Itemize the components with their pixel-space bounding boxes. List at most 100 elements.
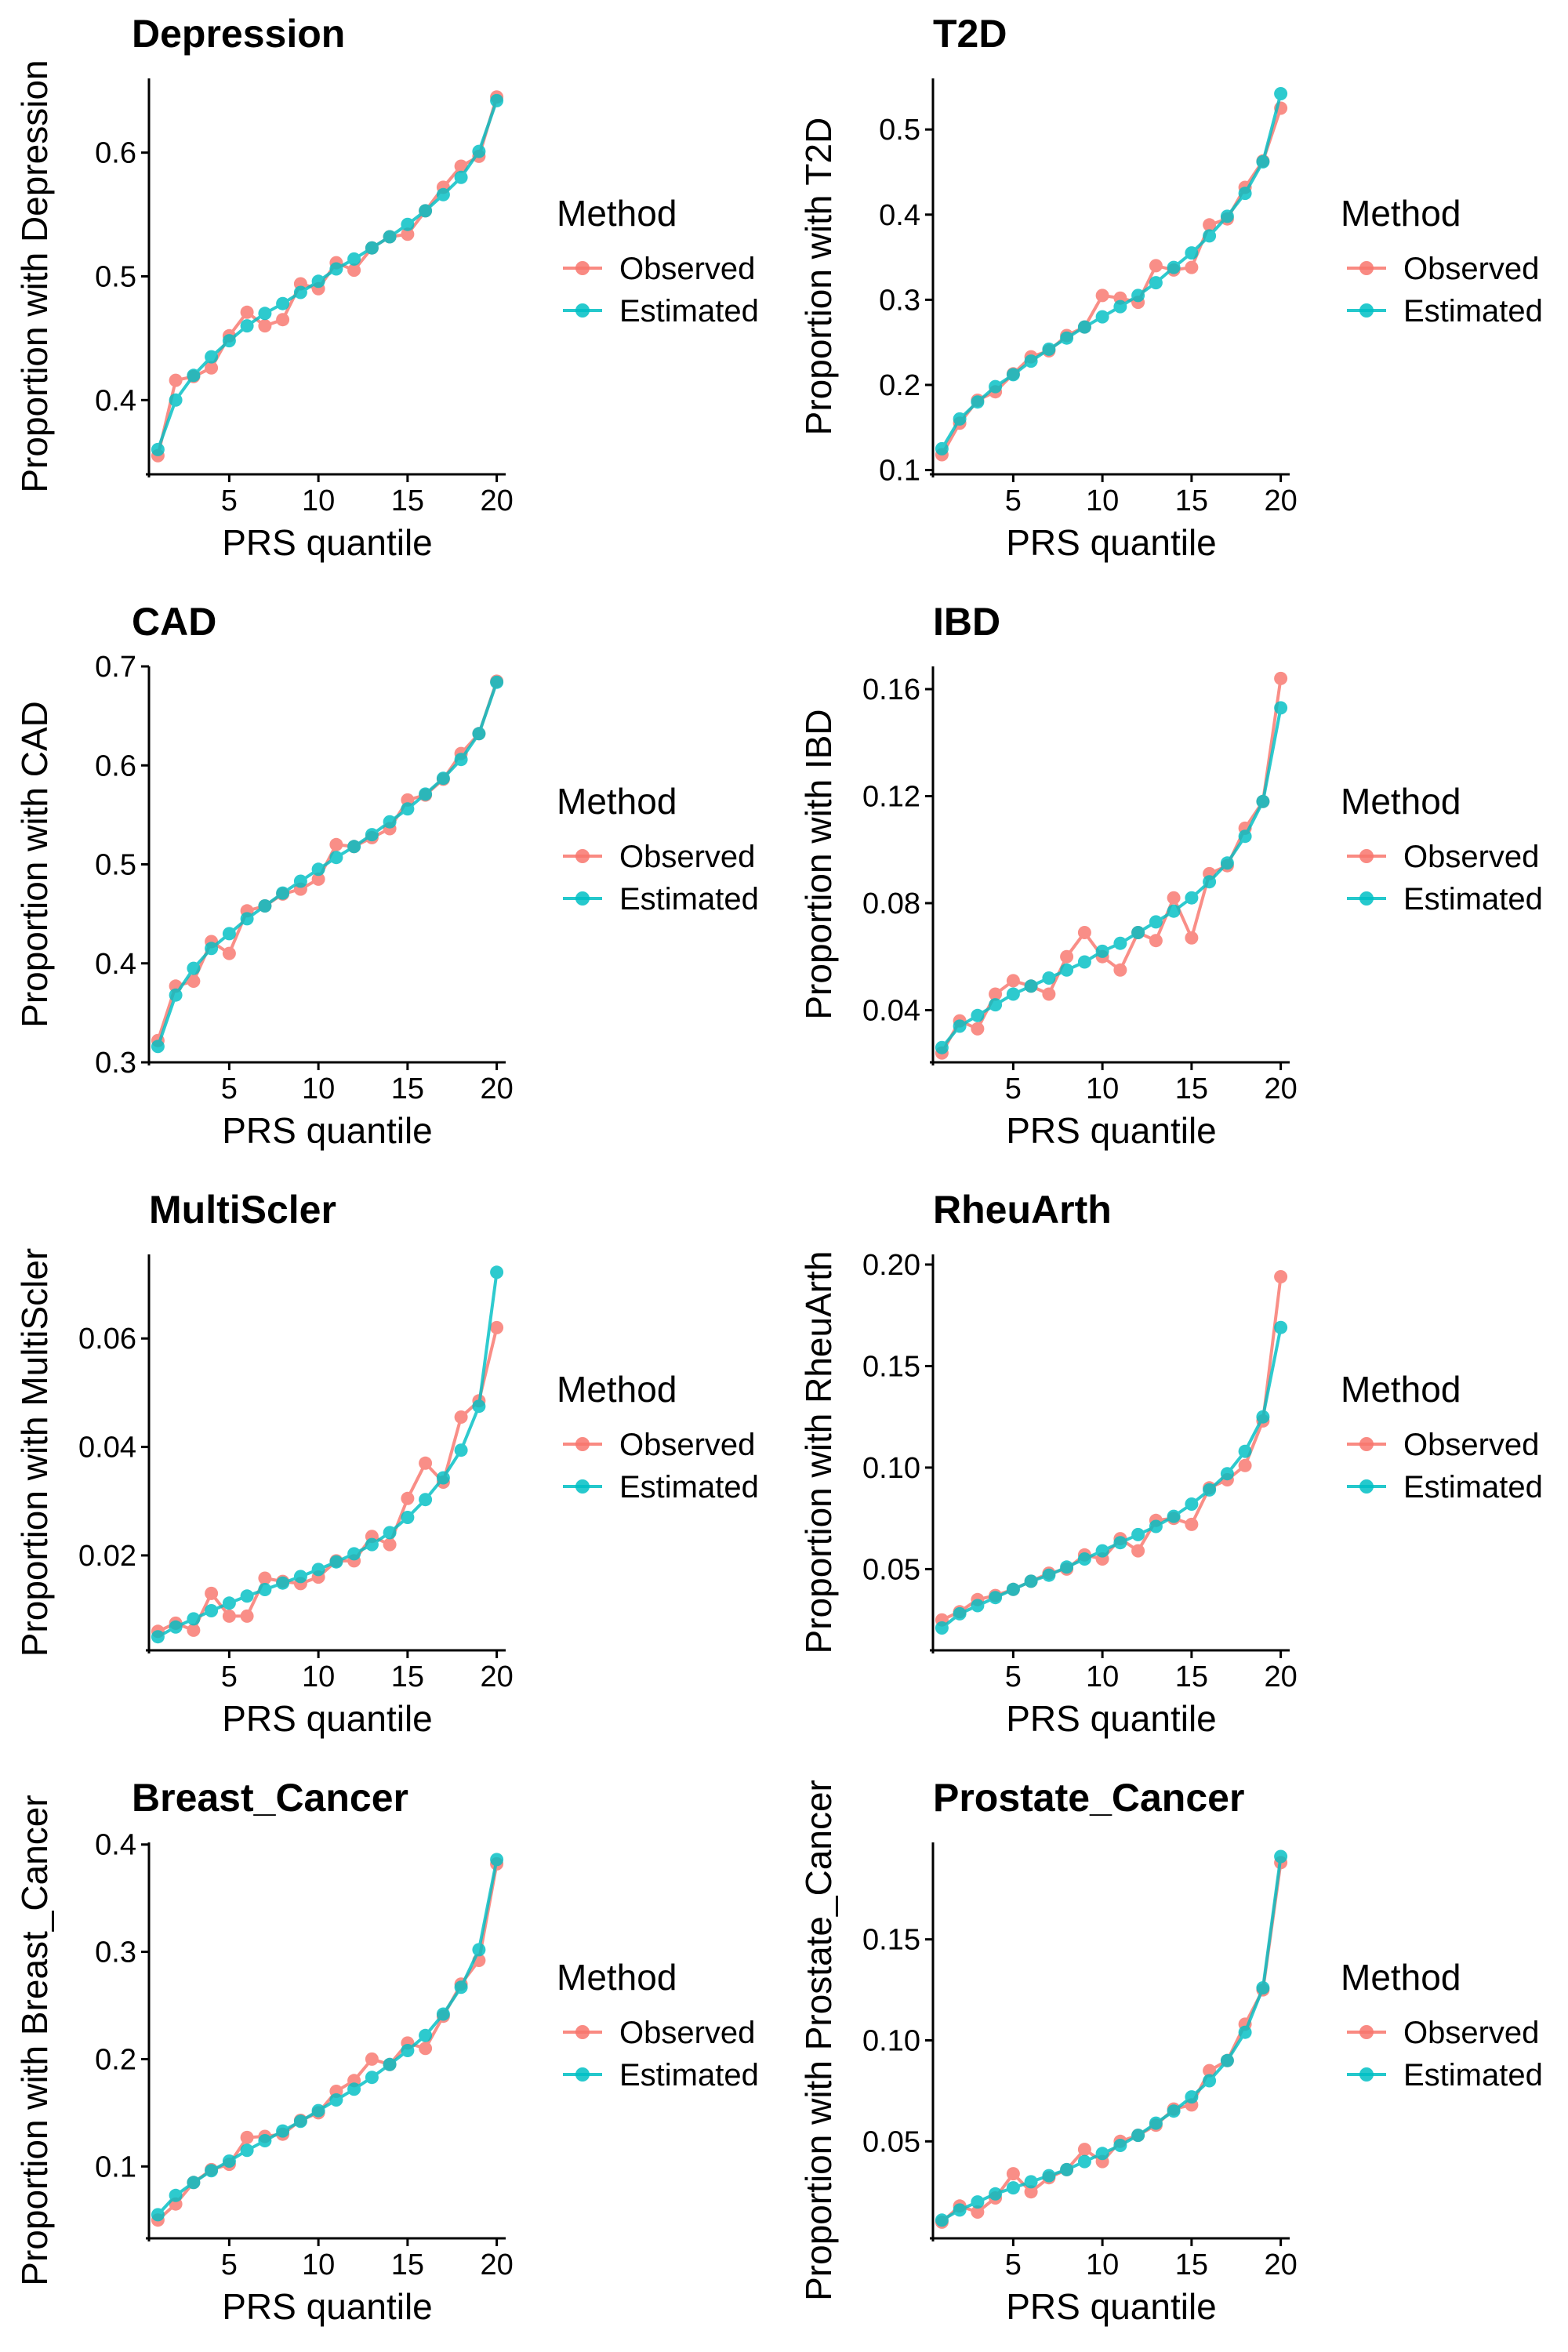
data-point-estimated (1238, 829, 1252, 844)
legend-title: Method (557, 193, 677, 234)
x-axis-title: PRS quantile (222, 1698, 433, 1739)
legend-title: Method (557, 1957, 677, 1998)
data-point-estimated (1060, 1560, 1074, 1574)
data-point-estimated (1024, 354, 1038, 368)
y-tick-label: 0.20 (862, 1249, 920, 1282)
data-point-observed (222, 1609, 236, 1623)
data-point-estimated (401, 217, 415, 231)
data-point-observed (454, 159, 468, 173)
data-point-estimated (989, 998, 1003, 1012)
data-point-estimated (1042, 2169, 1056, 2183)
data-point-estimated (311, 1563, 325, 1577)
data-point-observed (989, 987, 1003, 1001)
series-estimated (935, 1849, 1288, 2227)
legend-key-point (575, 1437, 590, 1451)
data-point-estimated (347, 1547, 361, 1561)
y-axis-title: Proportion with MultiScler (14, 1248, 55, 1657)
data-point-observed (1131, 1544, 1145, 1558)
series-line-estimated (156, 100, 499, 451)
data-point-observed (490, 1320, 504, 1334)
data-point-estimated (1149, 276, 1163, 290)
data-point-estimated (187, 961, 201, 975)
data-point-estimated (1006, 1582, 1020, 1596)
legend-label: Estimated (619, 882, 759, 916)
legend: Method Observed Estimated (1341, 781, 1543, 916)
data-point-estimated (329, 1555, 343, 1569)
legend-label: Observed (1403, 252, 1539, 286)
data-point-observed (240, 2130, 254, 2144)
data-point-estimated (1149, 1519, 1163, 1534)
data-point-observed (1006, 2167, 1020, 2181)
data-point-estimated (365, 2071, 379, 2085)
data-point-estimated (187, 368, 201, 383)
x-tick-label: 10 (302, 1661, 335, 1693)
x-tick-label: 15 (391, 1661, 424, 1693)
series-observed (935, 1856, 1288, 2229)
data-point-observed (365, 2052, 379, 2066)
data-point-estimated (935, 2213, 949, 2227)
panel-rheuarth: RheuArth 0.05 0.10 0.15 0.20 5 10 15 20 PRS quant… (798, 1188, 1543, 1739)
data-point-estimated (293, 874, 307, 888)
series-estimated (935, 87, 1288, 456)
legend-key-point (1359, 1437, 1374, 1451)
y-tick-label: 0.06 (78, 1323, 136, 1356)
y-tick-label: 0.5 (95, 261, 136, 294)
data-point-observed (1274, 1270, 1288, 1283)
data-point-estimated (347, 252, 361, 266)
data-point-observed (1274, 671, 1288, 685)
legend-title: Method (1341, 193, 1461, 234)
data-point-estimated (1185, 1497, 1199, 1511)
data-point-observed (1167, 891, 1181, 905)
data-point-estimated (935, 1621, 949, 1635)
data-point-estimated (1042, 1568, 1056, 1582)
y-tick-label: 0.16 (862, 673, 920, 706)
series-line-observed (156, 681, 499, 1041)
y-axis-title: Proportion with Breast_Cancer (14, 1795, 55, 2285)
data-point-observed (971, 2205, 985, 2219)
data-point-observed (1077, 2143, 1091, 2157)
x-tick-label: 15 (391, 485, 424, 517)
data-point-observed (1185, 260, 1199, 274)
x-tick-label: 5 (221, 2249, 238, 2281)
data-point-estimated (365, 828, 379, 842)
data-point-observed (1113, 963, 1127, 977)
data-point-estimated (293, 2114, 307, 2129)
y-axis-title: Proportion with RheuArth (798, 1251, 839, 1654)
x-tick-label: 5 (1005, 1661, 1022, 1693)
data-point-estimated (1042, 971, 1056, 985)
data-point-estimated (1238, 187, 1252, 201)
data-point-estimated (169, 1620, 183, 1634)
data-point-estimated (276, 886, 290, 900)
data-point-estimated (1220, 209, 1234, 223)
panel-title: Prostate_Cancer (933, 1776, 1244, 1820)
series-line-estimated (156, 1859, 499, 2216)
data-point-observed (205, 1586, 219, 1600)
data-point-observed (169, 373, 183, 387)
legend-label: Estimated (619, 294, 759, 328)
x-tick-label: 20 (1264, 1073, 1297, 1105)
y-tick-label: 0.02 (78, 1540, 136, 1573)
data-point-estimated (989, 1591, 1003, 1605)
legend-key-point (1359, 303, 1374, 318)
legend-label: Observed (619, 840, 755, 874)
data-point-estimated (454, 1443, 468, 1457)
x-tick-label: 5 (1005, 485, 1022, 517)
data-point-estimated (419, 2028, 433, 2042)
legend: Method Observed Estimated (557, 193, 759, 328)
data-point-estimated (258, 899, 272, 913)
data-point-estimated (436, 187, 450, 201)
data-point-estimated (1274, 1849, 1288, 1864)
legend-key-point (1359, 1479, 1374, 1494)
data-point-estimated (169, 393, 183, 407)
legend-key-point (1359, 2025, 1374, 2039)
legend-key-point (575, 849, 590, 863)
y-tick-label: 0.5 (95, 849, 136, 882)
y-tick-label: 0.04 (862, 994, 920, 1027)
y-tick-label: 0.4 (95, 1829, 136, 1862)
panel-title: IBD (933, 600, 1000, 644)
legend-label: Observed (1403, 1428, 1539, 1462)
legend-key-point (1359, 261, 1374, 275)
data-point-observed (258, 1571, 272, 1585)
data-point-estimated (276, 296, 290, 310)
x-tick-label: 20 (1264, 1661, 1297, 1693)
